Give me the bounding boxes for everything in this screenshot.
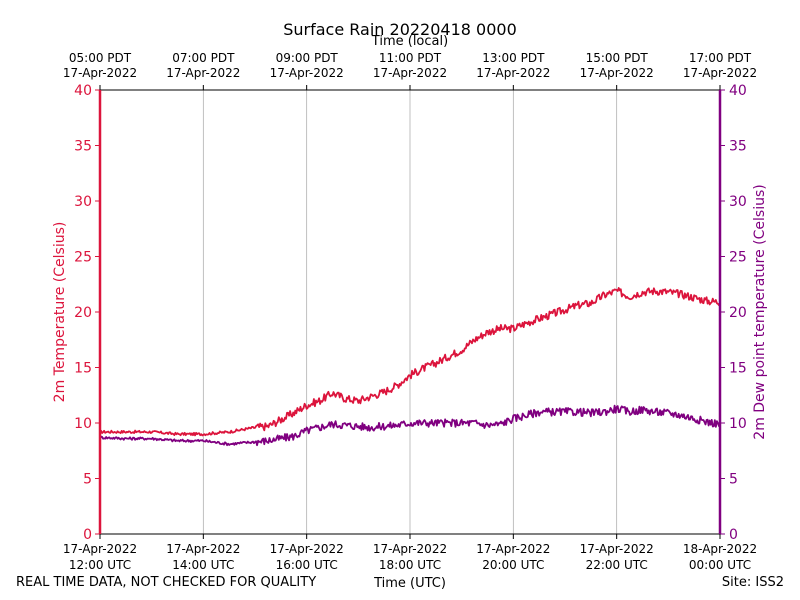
top-x-tick-date: 17-Apr-2022 <box>166 66 240 80</box>
left-y-tick-label: 5 <box>83 472 92 488</box>
x-axis-label: Time (UTC) <box>374 576 446 591</box>
chart-title: Surface Rain 20220418 0000 <box>283 20 517 39</box>
site-label: Site: ISS2 <box>721 575 784 590</box>
right-y-tick-label: 15 <box>729 361 747 377</box>
top-x-tick-date: 17-Apr-2022 <box>270 66 344 80</box>
top-x-tick-date: 17-Apr-2022 <box>373 66 447 80</box>
bottom-x-tick-time: 14:00 UTC <box>172 558 234 572</box>
series-line-temperature <box>99 287 721 437</box>
top-x-axis-label: Time (local) <box>371 34 449 49</box>
bottom-x-tick-date: 17-Apr-2022 <box>476 542 550 556</box>
top-x-tick-time: 09:00 PDT <box>276 51 339 65</box>
right-y-tick-label: 0 <box>729 527 738 543</box>
right-y-tick-label: 40 <box>729 83 747 99</box>
left-y-tick-label: 35 <box>74 139 92 155</box>
right-y-tick-label: 10 <box>729 416 747 432</box>
top-x-tick-time: 11:00 PDT <box>379 51 442 65</box>
top-x-tick-time: 15:00 PDT <box>586 51 649 65</box>
bottom-x-tick-time: 16:00 UTC <box>276 558 338 572</box>
bottom-x-tick-date: 17-Apr-2022 <box>63 542 137 556</box>
right-y-tick-label: 5 <box>729 472 738 488</box>
bottom-x-tick-date: 17-Apr-2022 <box>166 542 240 556</box>
left-y-tick-label: 10 <box>74 416 92 432</box>
left-y-tick-label: 20 <box>74 305 92 321</box>
series-line-dewpoint <box>99 404 721 447</box>
bottom-x-tick-time: 18:00 UTC <box>379 558 441 572</box>
left-y-tick-label: 25 <box>74 250 92 266</box>
left-y-tick-label: 0 <box>83 527 92 543</box>
top-x-tick-date: 17-Apr-2022 <box>580 66 654 80</box>
left-y-axis-label: 2m Temperature (Celsius) <box>52 222 68 403</box>
bottom-x-tick-date: 18-Apr-2022 <box>683 542 757 556</box>
left-y-tick-label: 15 <box>74 361 92 377</box>
right-y-tick-label: 30 <box>729 194 747 210</box>
left-y-tick-label: 40 <box>74 83 92 99</box>
top-x-tick-time: 13:00 PDT <box>482 51 545 65</box>
top-x-tick-time: 05:00 PDT <box>69 51 132 65</box>
right-y-axis-label: 2m Dew point temperature (Celsius) <box>752 184 768 439</box>
right-y-tick-label: 35 <box>729 139 747 155</box>
top-x-tick-date: 17-Apr-2022 <box>63 66 137 80</box>
top-x-tick-time: 17:00 PDT <box>689 51 752 65</box>
bottom-x-tick-time: 20:00 UTC <box>482 558 544 572</box>
bottom-x-tick-date: 17-Apr-2022 <box>373 542 447 556</box>
bottom-x-tick-date: 17-Apr-2022 <box>270 542 344 556</box>
right-y-tick-label: 25 <box>729 250 747 266</box>
right-y-tick-label: 20 <box>729 305 747 321</box>
bottom-x-tick-time: 12:00 UTC <box>69 558 131 572</box>
top-x-tick-date: 17-Apr-2022 <box>683 66 757 80</box>
bottom-x-tick-time: 22:00 UTC <box>586 558 648 572</box>
bottom-x-tick-date: 17-Apr-2022 <box>580 542 654 556</box>
top-x-tick-date: 17-Apr-2022 <box>476 66 550 80</box>
bottom-x-tick-time: 00:00 UTC <box>689 558 751 572</box>
data-quality-note: REAL TIME DATA, NOT CHECKED FOR QUALITY <box>16 575 317 590</box>
top-x-tick-time: 07:00 PDT <box>172 51 235 65</box>
left-y-tick-label: 30 <box>74 194 92 210</box>
